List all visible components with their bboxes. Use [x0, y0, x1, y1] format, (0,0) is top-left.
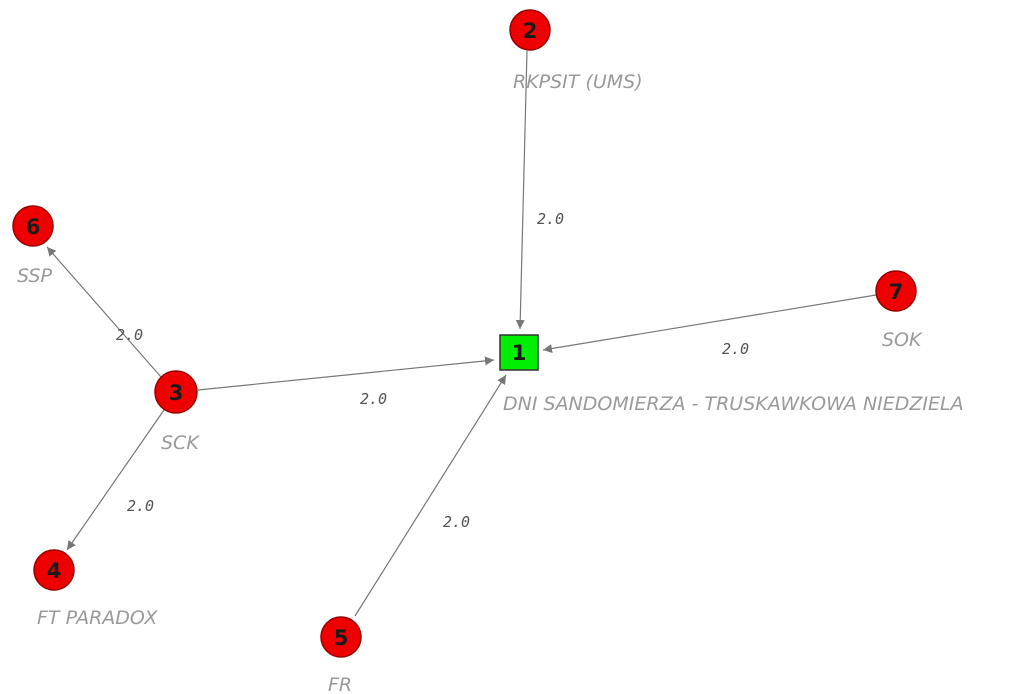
- node-2[interactable]: 2 RKPSIT (UMS): [509, 9, 643, 93]
- node-4-circle: [33, 549, 75, 591]
- node-6-number: 6: [26, 215, 41, 239]
- edge-weight-label: 2.0: [360, 390, 387, 408]
- node-7[interactable]: 7 SOK: [875, 270, 923, 351]
- node-1-label: DNI SANDOMIERZA - TRUSKAWKOWA NIEDZIELA: [503, 393, 964, 415]
- node-6[interactable]: 6 SSP: [12, 205, 54, 287]
- node-4-number: 4: [47, 559, 62, 583]
- edge-line: [515, 50, 528, 330]
- edge-3-to-4[interactable]: 2.0: [66, 409, 165, 551]
- node-3-circle: [154, 370, 198, 414]
- edge-line: [66, 409, 165, 551]
- edge-line: [354, 374, 507, 617]
- node-2-label: RKPSIT (UMS): [513, 71, 643, 93]
- edge-3-to-1[interactable]: 2.0: [197, 356, 495, 408]
- node-3-label: SCK: [161, 432, 200, 454]
- edge-weight-label: 2.0: [127, 497, 154, 515]
- edge-7-to-1[interactable]: 2.0: [542, 294, 877, 358]
- edge-weight-label: 2.0: [537, 210, 564, 228]
- node-1[interactable]: 1 DNI SANDOMIERZA - TRUSKAWKOWA NIEDZIEL…: [499, 334, 964, 415]
- node-5-number: 5: [334, 626, 349, 650]
- edge-2-to-1[interactable]: 2.0: [515, 50, 564, 330]
- node-4-label: FT PARADOX: [37, 607, 158, 629]
- node-2-number: 2: [523, 19, 538, 43]
- node-3-number: 3: [169, 381, 184, 405]
- edge-3-to-6[interactable]: 2.0: [46, 246, 162, 378]
- node-6-label: SSP: [17, 265, 52, 287]
- node-7-number: 7: [889, 280, 904, 304]
- node-3[interactable]: 3 SCK: [154, 370, 200, 454]
- node-2-circle: [509, 9, 551, 51]
- node-6-circle: [12, 205, 54, 247]
- node-4[interactable]: 4 FT PARADOX: [33, 549, 158, 629]
- node-5-label: FR: [328, 674, 352, 694]
- edges: 2.0 2.0 2.0 2.0 2.0 2.0: [46, 50, 877, 617]
- edge-weight-label: 2.0: [116, 326, 143, 344]
- node-1-square: [499, 334, 539, 371]
- edge-weight-label: 2.0: [722, 340, 749, 358]
- edge-weight-label: 2.0: [443, 513, 470, 531]
- edge-line: [542, 294, 877, 353]
- edge-5-to-1[interactable]: 2.0: [354, 374, 507, 617]
- edge-line: [46, 246, 162, 378]
- edge-line: [197, 356, 495, 391]
- node-7-label: SOK: [882, 329, 923, 351]
- node-5-circle: [320, 616, 362, 658]
- node-1-number: 1: [512, 341, 527, 365]
- node-5[interactable]: 5 FR: [320, 616, 362, 694]
- node-7-circle: [875, 270, 917, 312]
- nodes: 1 DNI SANDOMIERZA - TRUSKAWKOWA NIEDZIEL…: [12, 9, 964, 694]
